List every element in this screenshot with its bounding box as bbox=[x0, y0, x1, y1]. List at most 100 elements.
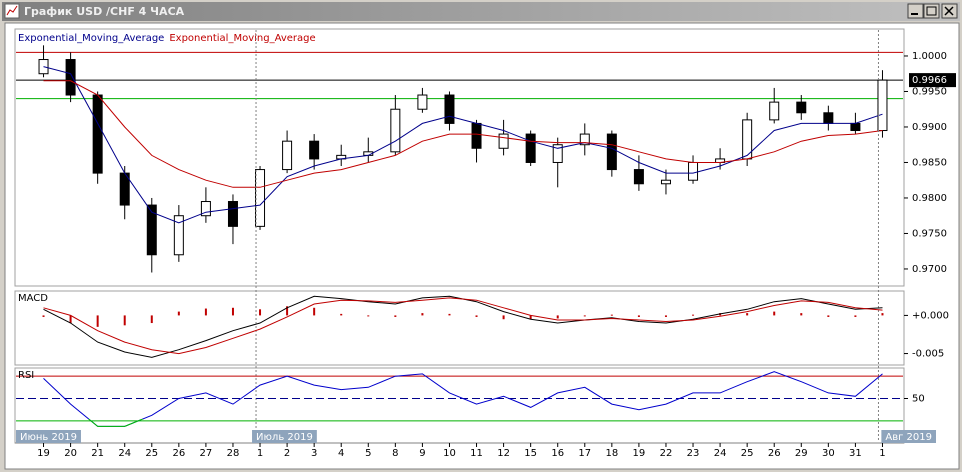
candle-body bbox=[823, 112, 834, 124]
macd-histogram-bar bbox=[475, 315, 478, 317]
candle-body bbox=[444, 94, 455, 124]
candle-body bbox=[309, 140, 320, 160]
candle-body bbox=[606, 133, 617, 171]
x-tick-label: 26 bbox=[172, 448, 185, 459]
candle-body bbox=[471, 122, 482, 149]
chart-area bbox=[4, 22, 960, 470]
macd-histogram-bar bbox=[502, 315, 505, 320]
candle-body bbox=[769, 101, 780, 121]
macd-histogram-bar bbox=[773, 311, 776, 316]
x-tick-label: 30 bbox=[822, 448, 835, 459]
legend-entry: Exponential_Moving_Average bbox=[18, 33, 164, 44]
plot-layer: 1.0000 0.9950 0.9900 0.9850 0.9800 0.9750 0.97… bbox=[16, 30, 956, 459]
macd-histogram-bar bbox=[42, 315, 45, 317]
last-price-box bbox=[909, 73, 956, 88]
macd-histogram-bar bbox=[286, 306, 289, 316]
x-tick-label: 18 bbox=[605, 448, 618, 459]
window-buttons bbox=[907, 3, 958, 19]
candle-body bbox=[65, 59, 76, 96]
period-label-text: Авг 2019 bbox=[885, 432, 932, 443]
x-tick-label: 27 bbox=[200, 448, 213, 459]
y-tick-label: 1.0000 bbox=[912, 51, 947, 62]
last-price-label: 0.9966 bbox=[912, 75, 947, 86]
ema-line bbox=[43, 80, 883, 188]
price-panel bbox=[14, 28, 905, 287]
candle-body bbox=[255, 169, 266, 227]
x-tick-label: 21 bbox=[91, 448, 104, 459]
candle-body bbox=[417, 94, 428, 110]
macd-histogram-bar bbox=[421, 313, 424, 316]
candle-body bbox=[552, 144, 563, 163]
title-bar bbox=[2, 2, 960, 21]
period-label-text: Июль 2019 bbox=[256, 432, 313, 443]
period-label: Июль 2019 bbox=[252, 430, 317, 443]
candle-body bbox=[146, 204, 157, 256]
macd-histogram-bar bbox=[827, 315, 830, 317]
macd-line bbox=[43, 297, 883, 355]
candle-body bbox=[877, 79, 888, 132]
period-label-box bbox=[16, 430, 81, 443]
macd-histogram-bar bbox=[583, 315, 586, 317]
macd-histogram-bar bbox=[637, 315, 640, 317]
macd-histogram-bar bbox=[123, 315, 126, 326]
candle-body bbox=[200, 201, 211, 217]
macd-histogram-bar bbox=[448, 313, 451, 316]
window-icon-glyph bbox=[6, 5, 18, 16]
candle-body bbox=[660, 179, 671, 185]
maximize-glyph bbox=[926, 6, 937, 16]
rsi-line bbox=[43, 371, 883, 427]
maximize-button[interactable] bbox=[923, 3, 940, 19]
x-tick-label: 2 bbox=[284, 448, 290, 459]
macd-histogram-bar bbox=[746, 313, 749, 316]
x-tick-label: 24 bbox=[118, 448, 131, 459]
x-tick-label: 29 bbox=[795, 448, 808, 459]
y-tick-label: 0.9700 bbox=[912, 264, 947, 275]
y-tick-label: +0.000 bbox=[912, 310, 949, 321]
minimize-button[interactable] bbox=[907, 3, 924, 19]
x-tick-label: 1 bbox=[879, 448, 885, 459]
x-tick-label: 17 bbox=[578, 448, 591, 459]
legend-entry: Exponential_Moving_Average bbox=[169, 33, 315, 44]
macd-histogram-bar bbox=[204, 308, 207, 316]
y-tick-label: 0.9850 bbox=[912, 157, 947, 168]
x-tick-label: 25 bbox=[741, 448, 754, 459]
x-tick-label: 15 bbox=[524, 448, 537, 459]
x-tick-label: 11 bbox=[470, 448, 483, 459]
x-tick-label: 5 bbox=[365, 448, 371, 459]
macd-histogram-bar bbox=[394, 315, 397, 317]
period-label-box bbox=[252, 430, 317, 443]
candle-body bbox=[850, 122, 861, 132]
x-tick-label: 1 bbox=[257, 448, 263, 459]
ema-line bbox=[43, 66, 883, 224]
macd-histogram-bar bbox=[692, 314, 695, 316]
candle-body bbox=[796, 101, 807, 114]
x-tick-label: 10 bbox=[443, 448, 456, 459]
close-glyph bbox=[944, 6, 954, 16]
macd-panel bbox=[14, 290, 905, 366]
x-tick-label: 22 bbox=[660, 448, 673, 459]
candle-body bbox=[688, 161, 699, 181]
panel-title: RSI bbox=[18, 370, 34, 381]
x-tick-label: 8 bbox=[392, 448, 398, 459]
y-tick-label: 50 bbox=[912, 394, 925, 405]
candle-body bbox=[390, 108, 401, 153]
period-label-text: Июнь 2019 bbox=[20, 432, 77, 443]
y-tick-label: 0.9800 bbox=[912, 193, 947, 204]
y-tick-label: 0.9950 bbox=[912, 86, 947, 97]
macd-histogram-bar bbox=[529, 315, 532, 320]
macd-histogram-bar bbox=[610, 314, 613, 316]
x-tick-label: 20 bbox=[64, 448, 77, 459]
x-tick-label: 19 bbox=[633, 448, 646, 459]
x-tick-label: 12 bbox=[497, 448, 510, 459]
y-tick-label: 0.9750 bbox=[912, 228, 947, 239]
macd-histogram-bar bbox=[881, 313, 884, 316]
period-label: Июнь 2019 bbox=[16, 430, 81, 443]
candle-body bbox=[498, 133, 509, 149]
macd-histogram-bar bbox=[854, 315, 857, 317]
macd-histogram-bar bbox=[150, 315, 153, 324]
panel-title: MACD bbox=[18, 293, 48, 304]
macd-histogram-bar bbox=[556, 315, 559, 319]
candle-body bbox=[92, 94, 103, 174]
macd-histogram-bar bbox=[69, 315, 72, 324]
